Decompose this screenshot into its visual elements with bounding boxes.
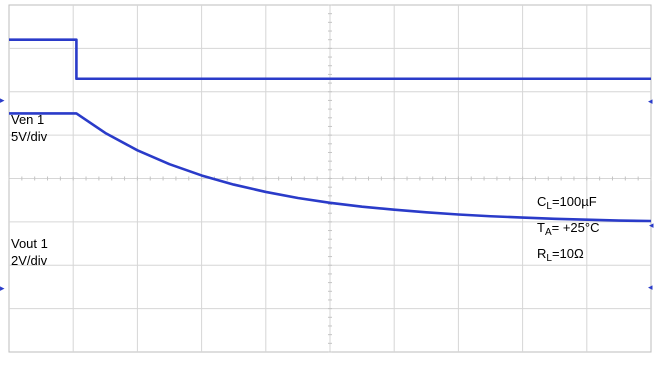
ch2-ground-marker: ▸ <box>0 95 5 105</box>
ch1-level-marker: ◂ <box>648 282 653 292</box>
trigger-marker: ◂ <box>649 220 654 230</box>
vout-scale-label: 2V/div <box>11 253 48 268</box>
ch1-ground-marker: ▸ <box>0 283 5 293</box>
vout-channel-label: Vout 1 <box>11 236 48 251</box>
grid <box>8 4 652 353</box>
ven-1-trace <box>9 38 651 81</box>
load-resistance-annotation: RL=10Ω <box>537 246 584 264</box>
ven-scale-label: 5V/div <box>11 129 48 144</box>
ch2-level-marker: ◂ <box>648 96 653 106</box>
ven-channel-label: Ven 1 <box>11 112 44 127</box>
ambient-temperature-annotation: TA= +25°C <box>537 220 599 238</box>
load-capacitance-annotation: CL=100µF <box>537 194 597 212</box>
vout-1-trace <box>9 112 652 223</box>
traces <box>9 38 652 223</box>
